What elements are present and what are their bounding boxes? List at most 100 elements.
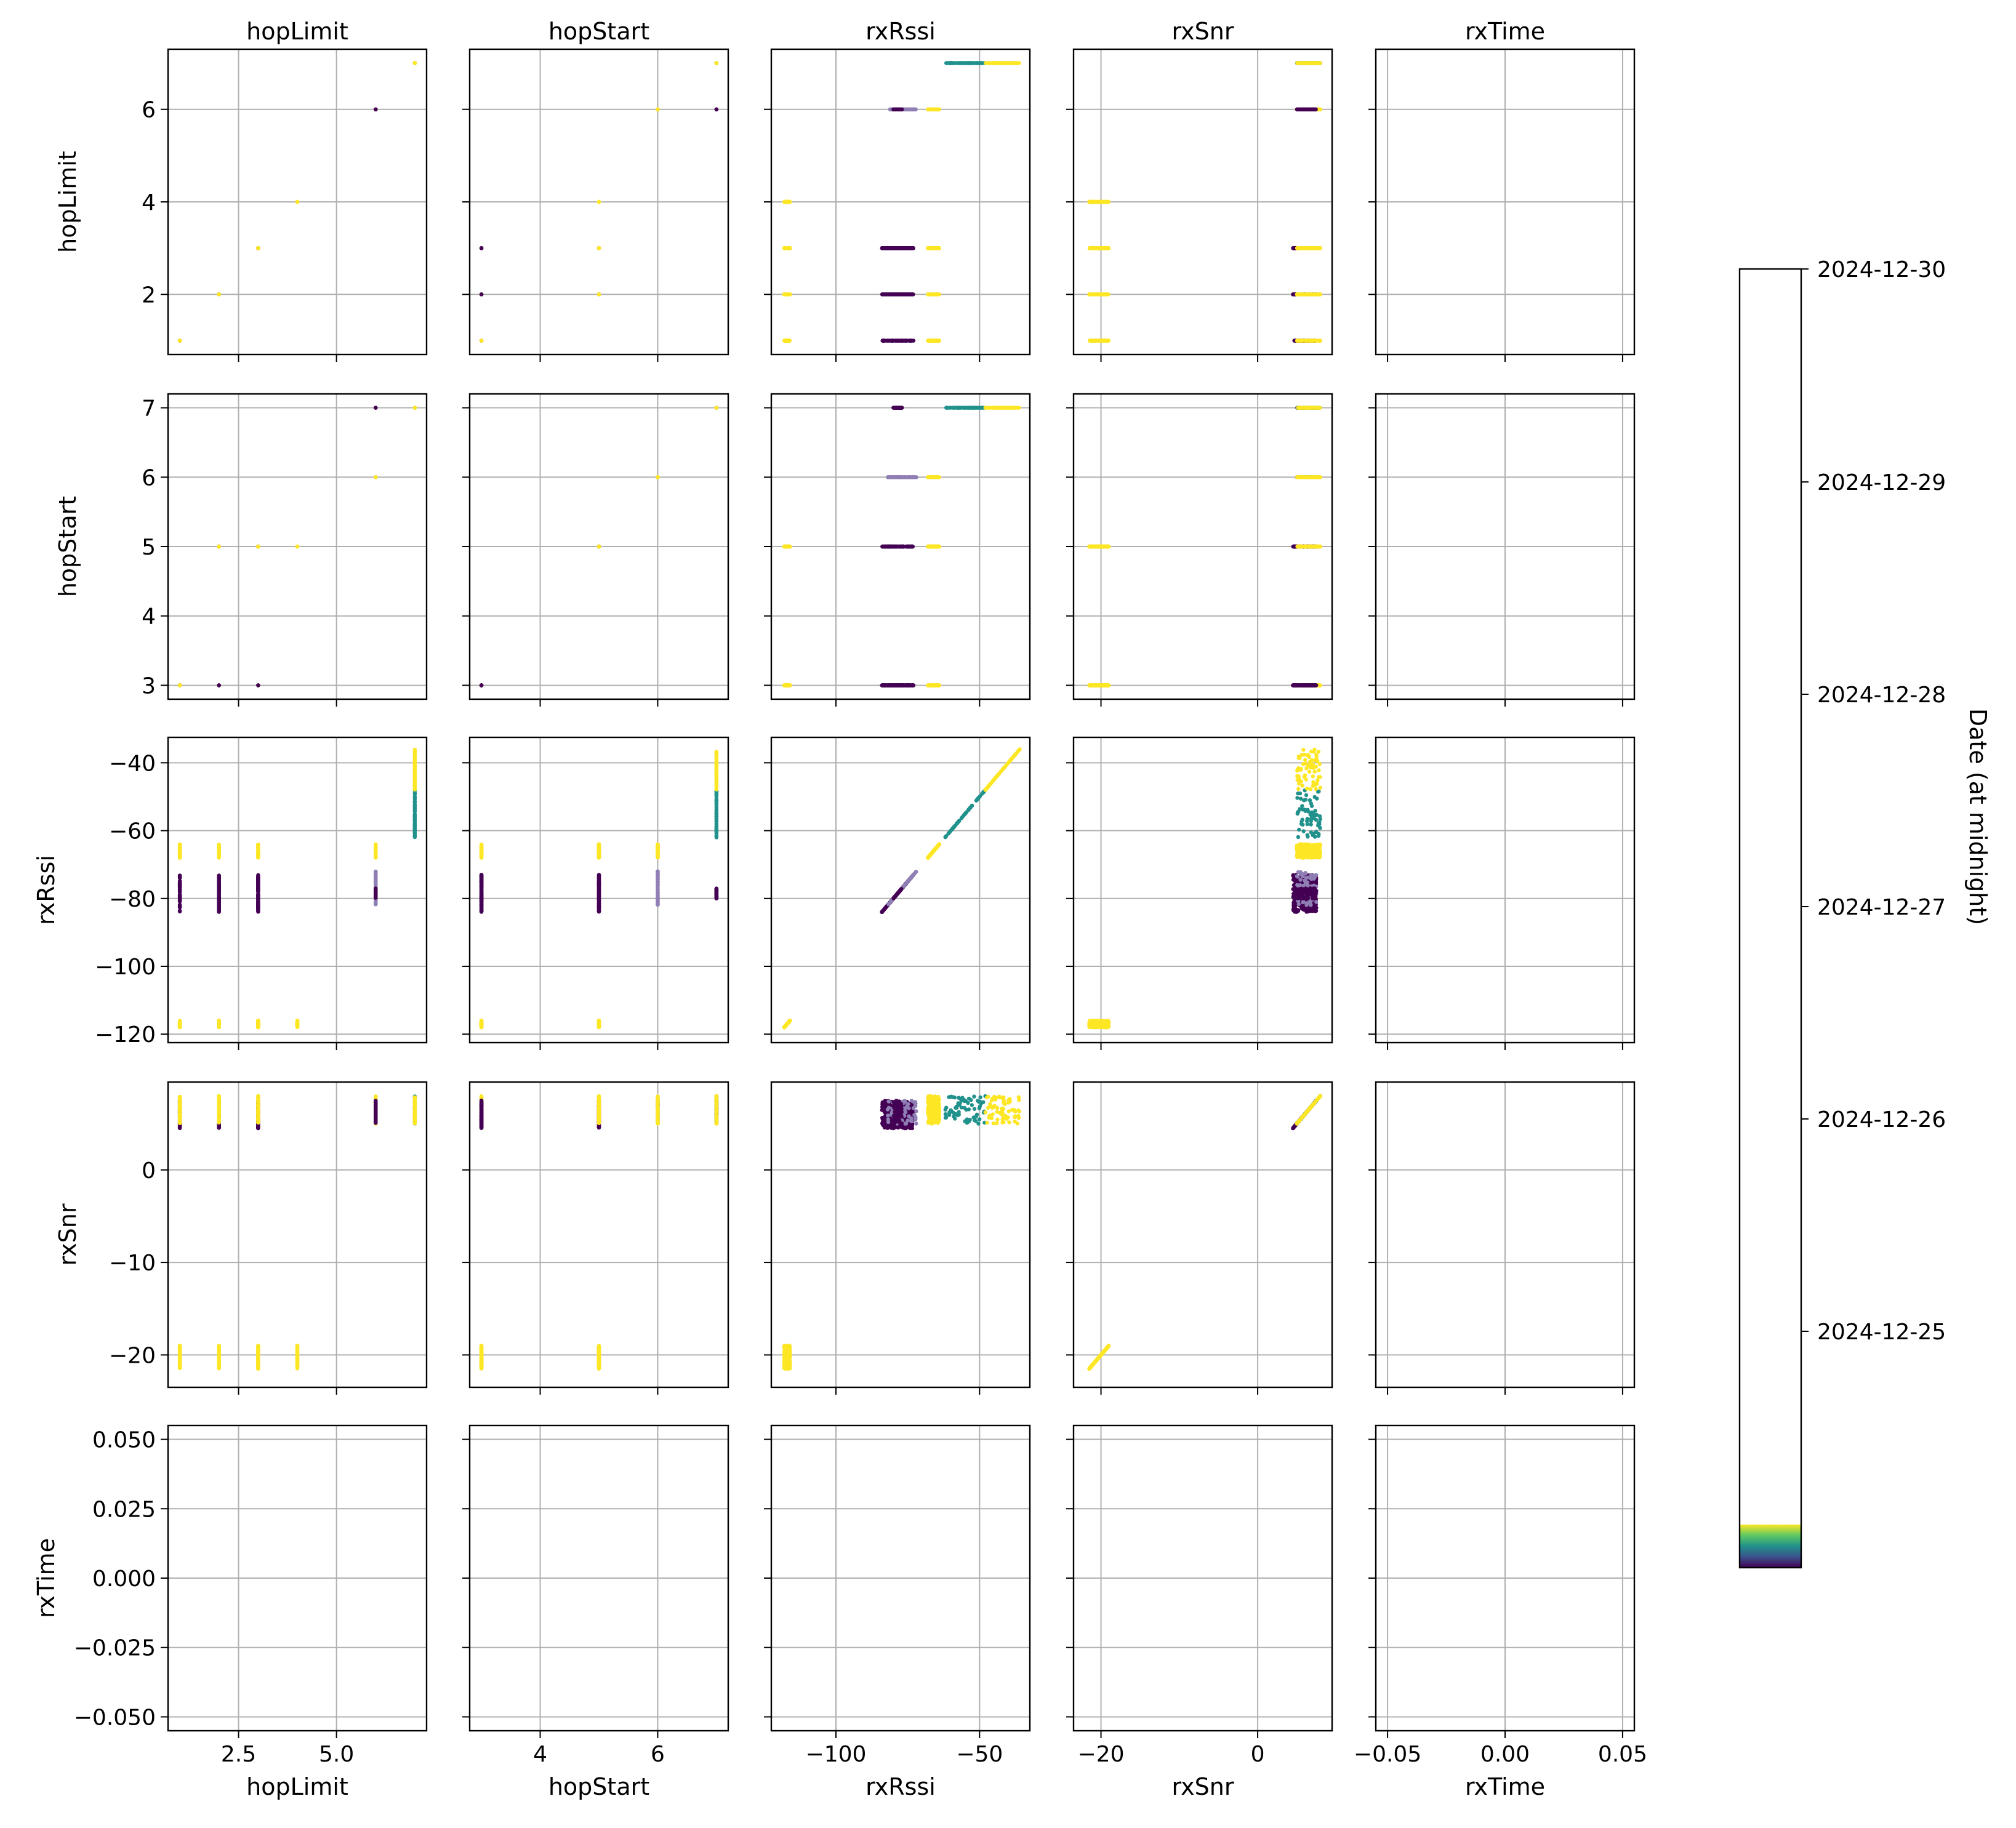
data-point bbox=[1090, 683, 1094, 688]
y-tick-label-hopLimit: 6 bbox=[142, 98, 156, 123]
data-point bbox=[932, 544, 936, 549]
data-point bbox=[177, 339, 182, 343]
data-point bbox=[935, 107, 940, 111]
data-point bbox=[1101, 292, 1106, 297]
axes-frame bbox=[468, 48, 729, 356]
data-point bbox=[995, 406, 1000, 410]
data-point bbox=[782, 339, 787, 343]
data-point bbox=[295, 544, 300, 549]
data-point bbox=[1304, 107, 1308, 111]
data-point bbox=[886, 544, 891, 549]
data-point bbox=[217, 292, 221, 297]
data-point bbox=[950, 406, 955, 410]
data-point bbox=[957, 61, 962, 65]
data-point bbox=[656, 107, 660, 111]
data-point bbox=[1099, 246, 1104, 251]
data-point bbox=[1014, 61, 1019, 65]
data-point bbox=[986, 61, 991, 65]
data-point bbox=[1098, 199, 1102, 204]
data-point bbox=[930, 292, 934, 297]
data-point bbox=[714, 61, 719, 65]
data-point bbox=[1309, 107, 1314, 111]
data-point bbox=[894, 107, 899, 111]
data-point bbox=[894, 339, 899, 343]
data-point bbox=[880, 292, 885, 297]
data-point bbox=[1093, 339, 1098, 343]
y-tick-label-hopStart: 3 bbox=[142, 673, 156, 699]
data-point bbox=[1311, 61, 1316, 65]
data-point bbox=[1104, 544, 1108, 549]
data-point bbox=[913, 107, 918, 111]
data-point bbox=[1304, 339, 1309, 343]
data-point bbox=[1104, 246, 1109, 251]
data-point bbox=[479, 292, 484, 297]
panel-hopStart-vs-hopStart bbox=[462, 393, 729, 707]
data-point bbox=[1092, 292, 1097, 297]
data-point bbox=[907, 107, 912, 111]
scatter-points bbox=[479, 61, 719, 343]
data-point bbox=[935, 246, 939, 251]
data-point bbox=[908, 544, 912, 549]
data-point bbox=[1106, 683, 1110, 688]
panel-hopStart-vs-rxRssi bbox=[764, 393, 1031, 707]
data-point bbox=[896, 683, 901, 688]
data-point bbox=[256, 246, 260, 251]
data-point bbox=[906, 292, 910, 297]
data-point bbox=[928, 107, 933, 111]
data-point bbox=[656, 475, 660, 479]
data-point bbox=[256, 683, 260, 688]
data-point bbox=[970, 61, 975, 65]
data-point bbox=[374, 406, 378, 410]
data-point bbox=[1088, 544, 1093, 549]
data-point bbox=[881, 544, 886, 549]
data-point bbox=[891, 292, 895, 297]
data-point bbox=[891, 339, 896, 343]
data-point bbox=[902, 683, 907, 688]
data-point bbox=[1306, 61, 1310, 65]
data-point bbox=[479, 683, 484, 688]
y-tick-label-hopLimit: 2 bbox=[142, 283, 156, 308]
data-point bbox=[891, 683, 895, 688]
data-point bbox=[217, 544, 221, 549]
data-point bbox=[992, 61, 996, 65]
data-point bbox=[965, 406, 969, 410]
panel-hopLimit-vs-rxTime: rxTime bbox=[1368, 18, 1636, 362]
data-point bbox=[785, 339, 790, 343]
data-point bbox=[1317, 339, 1321, 343]
data-point bbox=[895, 475, 899, 479]
panel-hopLimit-vs-rxSnr: rxSnr bbox=[1066, 18, 1333, 362]
data-point bbox=[885, 292, 889, 297]
y-tick-label-hopStart: 6 bbox=[142, 465, 156, 491]
data-point bbox=[979, 406, 984, 410]
column-title-rxRssi: rxRssi bbox=[865, 18, 936, 45]
data-point bbox=[883, 246, 888, 251]
data-point bbox=[714, 406, 719, 410]
data-point bbox=[909, 475, 914, 479]
data-point bbox=[1298, 246, 1303, 251]
data-point bbox=[1296, 339, 1300, 343]
data-point bbox=[1094, 246, 1098, 251]
data-point bbox=[896, 292, 900, 297]
data-point bbox=[1003, 406, 1008, 410]
data-point bbox=[901, 544, 906, 549]
data-point bbox=[1105, 339, 1109, 343]
data-point bbox=[936, 544, 941, 549]
scatter-points bbox=[782, 61, 1021, 343]
data-point bbox=[984, 406, 989, 410]
data-point bbox=[412, 406, 417, 410]
column-title-rxTime: rxTime bbox=[1465, 18, 1545, 45]
data-point bbox=[929, 246, 933, 251]
data-point bbox=[928, 339, 932, 343]
data-point bbox=[1099, 544, 1103, 549]
data-point bbox=[936, 683, 940, 688]
data-point bbox=[1007, 61, 1011, 65]
data-point bbox=[1090, 199, 1094, 204]
data-point bbox=[1299, 107, 1304, 111]
data-point bbox=[1013, 406, 1018, 410]
data-point bbox=[374, 475, 378, 479]
data-point bbox=[992, 406, 996, 410]
data-point bbox=[784, 544, 788, 549]
data-point bbox=[217, 683, 221, 688]
data-point bbox=[906, 683, 911, 688]
